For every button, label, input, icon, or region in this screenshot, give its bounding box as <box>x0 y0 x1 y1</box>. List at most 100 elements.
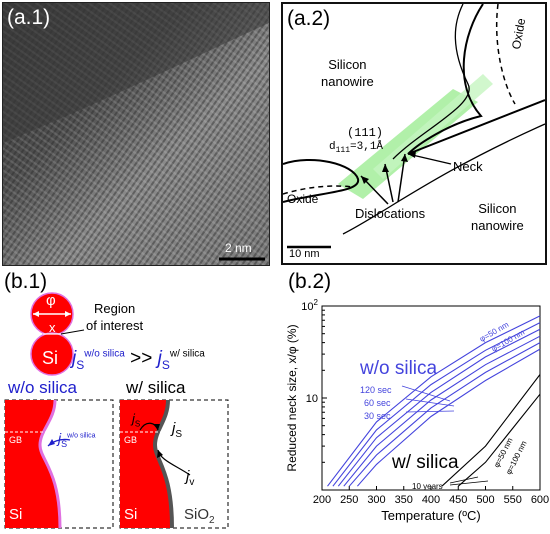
flux-sup-right: w/ silica <box>169 348 205 360</box>
panel-label-a2: (a.2) <box>287 7 331 30</box>
flux-s-right: S <box>161 357 170 372</box>
flux-j-left: j <box>72 348 77 369</box>
series-line-5 <box>356 348 541 487</box>
panel-a2-schematic: (a.2) Silicon nanowire Silicon nanowire … <box>281 2 547 265</box>
gb-label-right: GB <box>124 435 138 445</box>
panel-a1-tem-image: (a.1) 2 nm <box>2 2 270 266</box>
panel-label-a1: (a.1) <box>7 6 51 29</box>
si-label-right: Si <box>124 506 138 523</box>
years-pointer-0 <box>449 476 479 484</box>
js-left-sup: w/o silica <box>67 432 96 440</box>
x-tick-label-200: 200 <box>313 494 331 506</box>
jv-j: j <box>186 468 190 485</box>
time-pointer-2 <box>405 410 455 413</box>
js-right-s: S <box>175 429 183 440</box>
region-label-bottom: Silicon nanowire <box>471 200 524 234</box>
flux-compare-symbol: >> <box>130 348 153 369</box>
gb-label-left: GB <box>9 435 23 445</box>
js-flux-left: jSw/o silica <box>58 430 96 449</box>
dspacing-sub: 111 <box>335 146 351 156</box>
js-left-j: j <box>58 430 62 446</box>
flux-comparison: jSw/o silica >> jSw/ silica <box>72 348 205 372</box>
si-particle-label: Si <box>42 348 59 368</box>
x-axis-label: Temperature (ºC) <box>381 508 480 523</box>
x-tick-label-450: 450 <box>449 494 467 506</box>
x-tick-label-300: 300 <box>367 494 385 506</box>
wo-silica-label: w/o silica <box>360 358 438 379</box>
oxide-label-left: Oxide <box>287 192 319 206</box>
right-oxide-line <box>495 3 516 105</box>
js-right-j: j <box>172 420 176 437</box>
region-bottom-line1: Silicon <box>478 201 517 216</box>
series-line-3 <box>343 335 541 487</box>
tem-lattice <box>3 3 269 265</box>
t10y-label: 10 years <box>412 482 443 491</box>
scalebar-a1: 2 nm <box>225 241 252 255</box>
si-label-left: Si <box>9 506 23 523</box>
region-top-line1: Silicon <box>328 57 367 72</box>
x-symbol: x <box>49 320 56 335</box>
jv-v: v <box>189 477 195 488</box>
t120-label: 120 sec <box>360 385 392 395</box>
left-case-title: w/o silica <box>8 378 77 397</box>
left-oxide-line <box>282 185 354 195</box>
right-case-title: w/ silica <box>126 378 186 397</box>
x-tick-label-400: 400 <box>422 494 440 506</box>
y-tick-label-100: 102 <box>301 298 318 313</box>
flux-sup-left: w/o silica <box>84 348 125 360</box>
x-tick-label-350: 350 <box>395 494 413 506</box>
region-of-interest-label: Region of interest <box>86 300 143 334</box>
time-pointer-0 <box>401 385 451 402</box>
right-boundary <box>407 3 546 155</box>
t30-label: 30 sec <box>364 411 391 421</box>
time-pointer-1 <box>405 398 455 407</box>
neck-schematic <box>282 3 546 249</box>
js-flux-right: jS <box>172 420 182 440</box>
x-tick-label-600: 600 <box>531 494 549 506</box>
js-left-s: S <box>61 438 68 449</box>
region-line2: of interest <box>86 318 144 333</box>
series-line-1 <box>332 322 541 487</box>
dislocations-label: Dislocations <box>355 206 426 221</box>
panel-label-b1: (b.1) <box>4 270 48 293</box>
dspacing-value: =3,1Å <box>350 141 384 153</box>
plane-label: (111) <box>347 126 384 140</box>
b1-drawing <box>4 292 229 529</box>
sio-sub: 2 <box>209 515 215 526</box>
series-line-6 <box>441 374 541 487</box>
x-tick-label-500: 500 <box>476 494 494 506</box>
sio-text: SiO <box>184 506 210 523</box>
panel-label-b2: (b.2) <box>288 270 332 293</box>
x-tick-label-250: 250 <box>340 494 358 506</box>
js-small-j: j <box>132 411 135 426</box>
years-pointer-1 <box>449 480 489 486</box>
scalebar-a2: 10 nm <box>289 248 320 260</box>
sio2-label: SiO2 <box>184 506 215 526</box>
region-top-line2: nanowire <box>321 74 374 89</box>
phi-symbol: φ <box>46 292 56 309</box>
js-flux-right-small: jS <box>132 411 140 429</box>
series-line-0 <box>327 315 541 487</box>
y-axis-label: Reduced neck size, x/φ (%) <box>285 324 299 471</box>
particle-bottom <box>30 332 74 376</box>
series-line-4 <box>348 342 541 487</box>
flux-j-right: j <box>157 348 162 369</box>
flux-s-left: S <box>76 357 85 372</box>
dspacing-label: d111=3,1Å <box>329 141 383 155</box>
neck-label: Neck <box>453 159 483 174</box>
bottom-outline <box>342 123 546 235</box>
jv-flux: jv <box>186 468 194 488</box>
x-tick-label-550: 550 <box>504 494 522 506</box>
left-boundary <box>282 158 360 203</box>
neck-size-chart: 200 250 300 350 400 450 500 550 600 10 102 Temperat… <box>285 298 549 523</box>
y-tick-label-10: 10 <box>306 393 318 405</box>
dspacing-d: d <box>329 141 336 153</box>
series-line-2 <box>337 328 541 487</box>
region-label-top: Silicon nanowire <box>321 56 374 90</box>
panel-b2-chart: (b.2) 200 250 300 350 400 450 500 550 600 10 102 Te… <box>282 270 550 529</box>
region-bottom-line2: nanowire <box>471 218 524 233</box>
w-silica-label: w/ silica <box>392 452 459 473</box>
region-line1: Region <box>94 301 136 316</box>
top-outline <box>392 3 470 160</box>
panel-b1-neck-diagram: (b.1) φ x Si Region of interest jSw/o si… <box>0 270 280 529</box>
